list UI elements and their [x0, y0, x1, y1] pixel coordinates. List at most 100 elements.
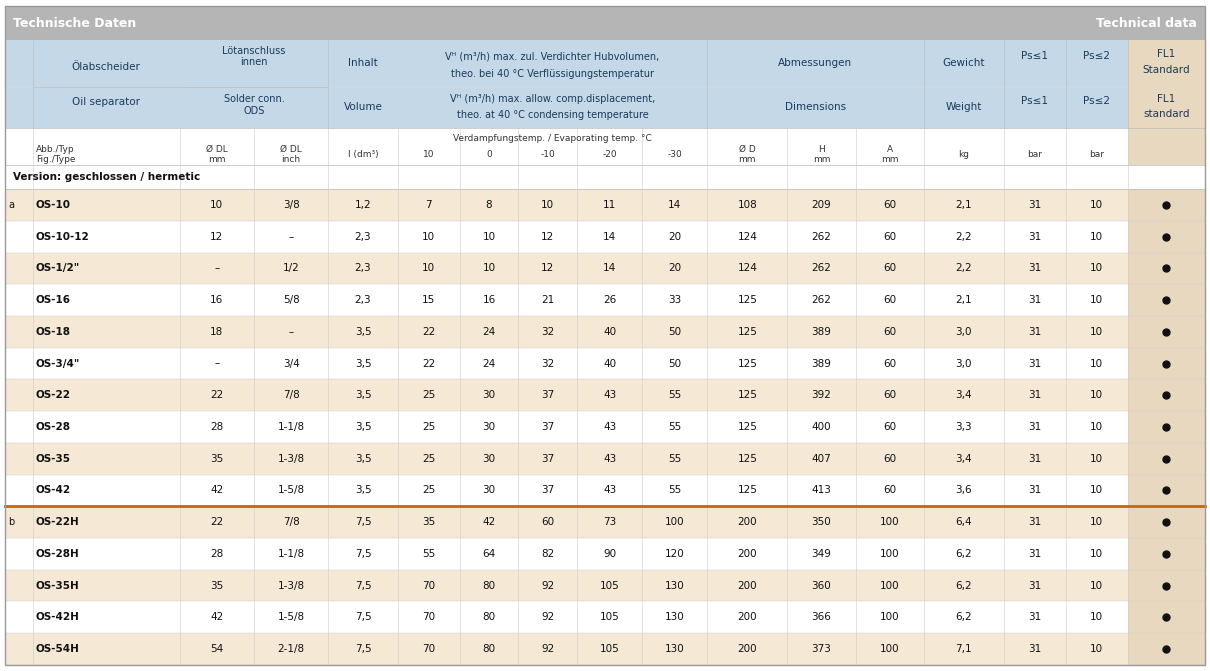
Text: 31: 31 — [1028, 295, 1042, 305]
Text: 92: 92 — [541, 644, 554, 654]
Text: 1,2: 1,2 — [355, 200, 371, 210]
Text: 70: 70 — [422, 580, 436, 590]
Text: 3,0: 3,0 — [956, 358, 972, 368]
Text: 100: 100 — [880, 580, 899, 590]
Text: 35: 35 — [211, 580, 224, 590]
Text: 262: 262 — [812, 231, 831, 242]
Text: 12: 12 — [541, 231, 554, 242]
Text: 3,6: 3,6 — [956, 485, 972, 495]
Text: 10: 10 — [1090, 295, 1104, 305]
Text: 25: 25 — [422, 391, 436, 401]
Text: 40: 40 — [603, 327, 616, 337]
Text: OS-16: OS-16 — [36, 295, 71, 305]
Text: 366: 366 — [812, 613, 831, 622]
Text: 22: 22 — [422, 358, 436, 368]
Text: 42: 42 — [211, 485, 224, 495]
Text: 389: 389 — [812, 327, 831, 337]
Text: 120: 120 — [664, 549, 685, 559]
Bar — [1128, 633, 1205, 665]
Text: 373: 373 — [812, 644, 831, 654]
Text: 100: 100 — [880, 613, 899, 622]
Text: Verdampfungstemp. / Evaporating temp. °C: Verdampfungstemp. / Evaporating temp. °C — [453, 134, 652, 143]
Text: 31: 31 — [1028, 485, 1042, 495]
Text: 2,3: 2,3 — [355, 295, 371, 305]
Text: 60: 60 — [883, 358, 897, 368]
Text: 10: 10 — [422, 231, 436, 242]
Text: 262: 262 — [812, 264, 831, 273]
Text: –: – — [214, 264, 219, 273]
Text: –: – — [288, 231, 294, 242]
Bar — [1128, 443, 1205, 474]
Text: 55: 55 — [668, 454, 681, 464]
Text: b: b — [8, 517, 15, 527]
Text: Solder conn.
ODS: Solder conn. ODS — [224, 95, 284, 116]
Text: 407: 407 — [812, 454, 831, 464]
Text: 100: 100 — [880, 549, 899, 559]
Text: 30: 30 — [483, 485, 496, 495]
Text: 105: 105 — [600, 644, 620, 654]
Text: 31: 31 — [1028, 264, 1042, 273]
Text: 8: 8 — [485, 200, 492, 210]
Bar — [5, 316, 1205, 348]
Text: 80: 80 — [483, 644, 496, 654]
Text: 1-5/8: 1-5/8 — [277, 613, 305, 622]
Text: 31: 31 — [1028, 422, 1042, 432]
Text: 14: 14 — [603, 264, 616, 273]
Text: 70: 70 — [422, 613, 436, 622]
Text: 125: 125 — [737, 454, 757, 464]
Bar — [5, 601, 1205, 633]
Bar — [5, 40, 1205, 128]
Bar — [5, 633, 1205, 665]
Text: 33: 33 — [668, 295, 681, 305]
Text: OS-22: OS-22 — [36, 391, 71, 401]
Text: 14: 14 — [668, 200, 681, 210]
Text: Ø D
mm: Ø D mm — [738, 145, 756, 164]
Text: 28: 28 — [211, 422, 224, 432]
Text: 21: 21 — [541, 295, 554, 305]
Text: Abb./Typ
Fig./Type: Abb./Typ Fig./Type — [36, 145, 75, 164]
Text: 7: 7 — [426, 200, 432, 210]
Text: 37: 37 — [541, 454, 554, 464]
Text: 124: 124 — [737, 231, 757, 242]
Text: 200: 200 — [737, 517, 757, 527]
Text: 22: 22 — [422, 327, 436, 337]
Bar — [1128, 411, 1205, 443]
Bar — [5, 189, 1205, 221]
Text: 30: 30 — [483, 454, 496, 464]
Bar — [1128, 570, 1205, 601]
Text: 200: 200 — [737, 644, 757, 654]
Bar — [5, 538, 1205, 570]
Text: Standard: Standard — [1142, 65, 1191, 75]
Text: 10: 10 — [422, 264, 436, 273]
Text: 31: 31 — [1028, 358, 1042, 368]
Text: theo. at 40 °C condensing temperature: theo. at 40 °C condensing temperature — [456, 110, 649, 120]
Text: 6,2: 6,2 — [956, 549, 972, 559]
Bar — [5, 507, 1205, 538]
Text: 10: 10 — [483, 264, 496, 273]
Text: 32: 32 — [541, 327, 554, 337]
Text: 3,4: 3,4 — [956, 454, 972, 464]
Text: 3,5: 3,5 — [355, 422, 371, 432]
Text: 20: 20 — [668, 264, 681, 273]
Text: 3,5: 3,5 — [355, 391, 371, 401]
Text: 392: 392 — [812, 391, 831, 401]
Text: 349: 349 — [812, 549, 831, 559]
Text: 10: 10 — [1090, 200, 1104, 210]
Text: 3,0: 3,0 — [956, 327, 972, 337]
Text: 31: 31 — [1028, 200, 1042, 210]
Text: a: a — [8, 200, 15, 210]
Bar — [5, 252, 1205, 285]
Text: 43: 43 — [603, 454, 616, 464]
Text: 80: 80 — [483, 613, 496, 622]
Text: 20: 20 — [668, 231, 681, 242]
Text: 60: 60 — [883, 454, 897, 464]
Text: 125: 125 — [737, 422, 757, 432]
Text: 10: 10 — [1090, 644, 1104, 654]
Bar — [1128, 128, 1205, 164]
Text: 31: 31 — [1028, 391, 1042, 401]
Text: 16: 16 — [483, 295, 496, 305]
Text: Technische Daten: Technische Daten — [13, 17, 137, 30]
Bar — [5, 474, 1205, 507]
Text: Ps≤1: Ps≤1 — [1021, 52, 1048, 62]
Text: -30: -30 — [667, 150, 682, 159]
